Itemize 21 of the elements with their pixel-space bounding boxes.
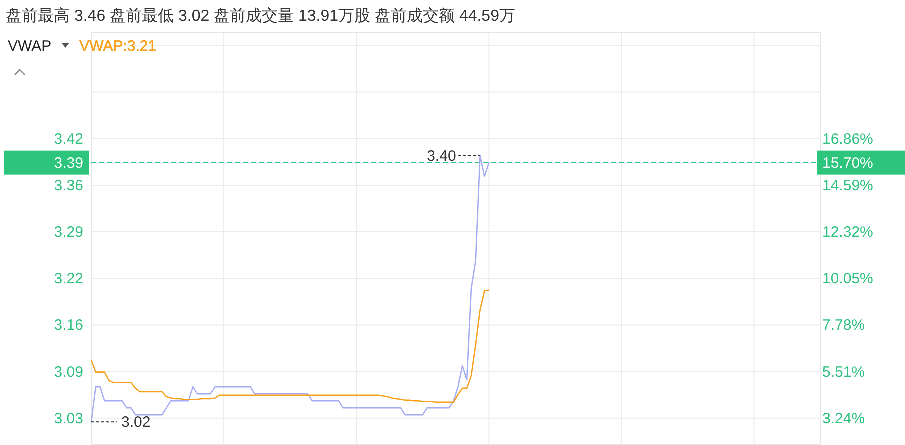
y2-tick-label: 16.86% [822, 130, 874, 148]
y-tick-label: 3.09 [54, 364, 84, 381]
annotation: 3.02 [122, 414, 151, 432]
annotation: 3.40 [427, 148, 456, 165]
y-tick-label: 3.03 [54, 410, 84, 428]
y2-tick-label: 5.51% [822, 364, 866, 381]
y2-tick-label: 10.05% [822, 270, 874, 288]
y-tick-label: 3.16 [54, 317, 84, 334]
y-tick-label: 3.36 [54, 177, 84, 194]
y2-tick-label: 3.24% [822, 410, 866, 428]
y2-tick-label: 14.59% [822, 177, 874, 194]
y2-tick-label: 7.78% [822, 317, 866, 334]
ref-label: 3.39 [54, 154, 84, 172]
title: 盘前最高 3.46 盘前最低 3.02 盘前成交量 13.91万股 盘前成交额 44.59万 [6, 8, 516, 25]
line-tag: 15.70% [822, 154, 874, 172]
indicator-selector: VWAP [8, 38, 52, 55]
y-tick-label: 3.22 [54, 270, 84, 288]
y-tick-label: 3.29 [54, 224, 84, 242]
y2-tick-label: 12.32% [822, 224, 874, 242]
legend-item: VWAP:3.21 [80, 38, 157, 55]
y-tick-label: 3.42 [54, 130, 84, 148]
